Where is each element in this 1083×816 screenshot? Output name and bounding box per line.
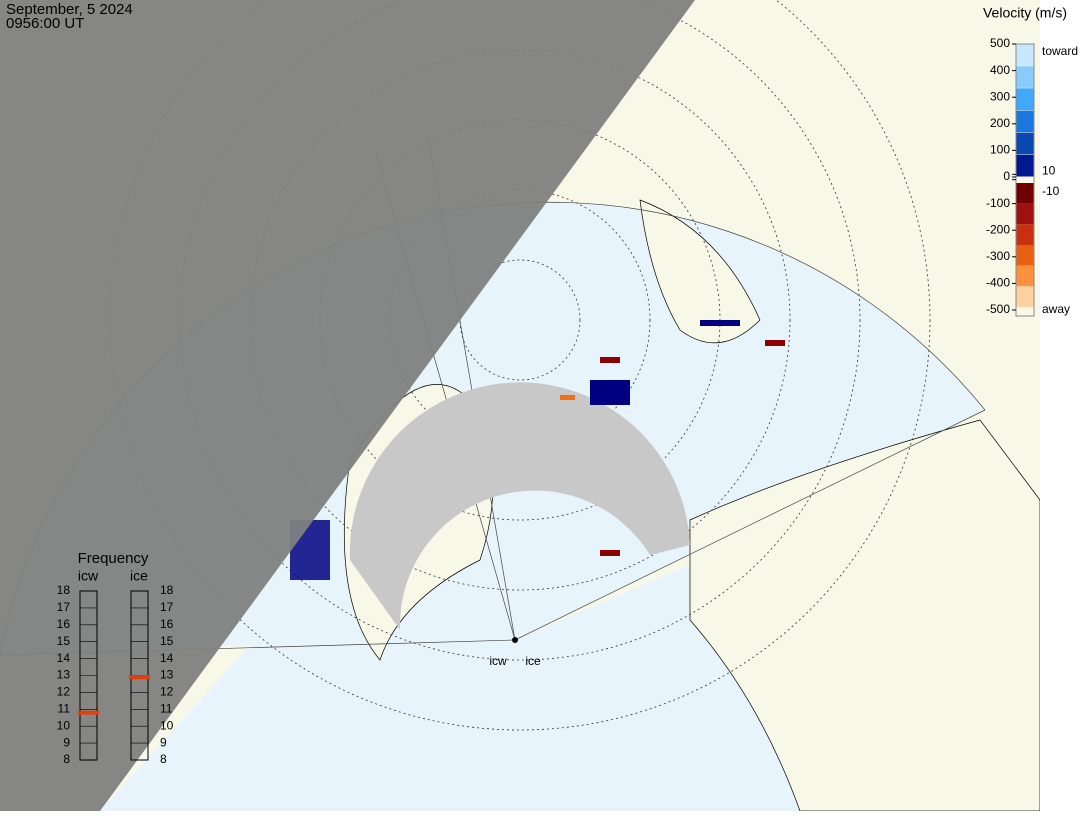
velocity-tick-label: 0 [1003,169,1010,183]
color-bar-segment [1016,203,1034,225]
frequency-tick-label: 17 [57,600,71,614]
toward-label: toward [1042,44,1078,58]
frequency-tick-label: 12 [160,685,174,699]
radar-site-label: icw [489,654,507,668]
frequency-tick-label: 13 [160,668,174,682]
frequency-tick-label: 12 [57,685,71,699]
frequency-tick-label: 16 [160,617,174,631]
landmass [639,199,761,344]
frequency-tick-label: 10 [160,718,174,732]
frequency-tick-label: 11 [160,701,173,715]
frequency-tick-label: 15 [160,634,174,648]
frequency-tick-label: 8 [160,752,167,766]
frequency-tick-label: 9 [63,735,70,749]
frequency-marker [78,710,99,715]
velocity-tick-label: 300 [990,89,1010,103]
color-bar-segment [1016,183,1034,204]
ground-scatter [349,382,690,630]
velocity-tick-label: -100 [986,196,1010,210]
frequency-tick-label: 14 [57,651,71,665]
radar-site-marker [512,637,518,643]
velocity-tick-label: -200 [986,222,1010,236]
velocity-title: Velocity (m/s) [983,5,1067,21]
velocity-tick-label: 400 [990,63,1010,77]
color-bar-segment [1016,44,1034,66]
color-bar-segment [1016,245,1034,266]
radar-site-label: ice [525,654,541,668]
away-label: away [1042,302,1070,316]
color-bar-segment [1016,224,1034,245]
velocity-tick-label: -500 [986,302,1010,316]
frequency-tick-label: 10 [57,718,71,732]
legend-background [1040,0,1083,811]
color-bar-segment [1016,265,1034,287]
frequency-radar-label: icw [78,568,99,584]
color-bar-segment [1016,286,1034,307]
frequency-title: Frequency [78,550,149,567]
color-bar-segment [1016,110,1034,133]
night-shading [0,0,695,811]
frequency-radar-label: ice [130,568,148,584]
velocity-tick-label: 10 [1042,164,1056,178]
velocity-tick-label: -400 [986,276,1010,290]
frequency-tick-label: 17 [160,600,174,614]
frequency-tick-label: 18 [57,583,71,597]
frequency-tick-label: 13 [57,668,71,682]
frequency-tick-label: 14 [160,651,174,665]
landmass [689,419,1041,812]
frequency-tick-label: 11 [58,701,71,715]
color-bar-segment [1016,88,1034,110]
velocity-tick-label: -10 [1042,184,1060,198]
frequency-tick-label: 18 [160,583,174,597]
time: 0956:00 UT [6,15,84,32]
velocity-tick-label: 500 [990,36,1010,50]
color-bar-segment [1016,66,1034,88]
frequency-tick-label: 8 [63,752,70,766]
frequency-tick-label: 16 [57,617,71,631]
frequency-marker [129,675,150,680]
frequency-tick-label: 9 [160,735,167,749]
frequency-tick-label: 15 [57,634,71,648]
velocity-tick-label: -300 [986,249,1010,263]
color-bar-segment [1016,132,1034,155]
velocity-tick-label: 100 [990,143,1010,157]
date: September, 5 2024 [6,1,133,18]
velocity-tick-label: 200 [990,116,1010,130]
color-bar-segment [1016,154,1034,177]
